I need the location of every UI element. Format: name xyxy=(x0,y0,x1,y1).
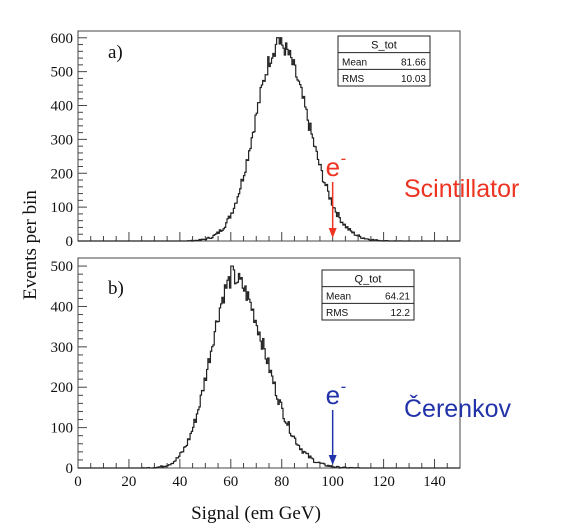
y-tick-label: 300 xyxy=(51,132,74,148)
electron-sup-b: - xyxy=(341,377,347,396)
y-ticks-a: 0 100 200 300 400 500 600 xyxy=(51,31,461,250)
stats-mean-label-b: Mean xyxy=(326,291,351,302)
x-ticks: 0 20 40 60 80 100 120 140 xyxy=(74,459,461,490)
panel-cerenkov: 0 100 200 300 400 500 0 20 40 60 80 100 120 140 b) Q… xyxy=(51,257,511,490)
detector-label-cerenkov: Čerenkov xyxy=(404,394,511,423)
electron-label-b: e xyxy=(326,380,340,410)
y-tick-label: 0 xyxy=(66,461,74,477)
y-tick-label: 100 xyxy=(51,421,74,437)
histogram-cerenkov xyxy=(78,265,460,469)
detector-label-scintillator: Scintillator xyxy=(404,175,519,203)
y-tick-label: 300 xyxy=(51,340,74,356)
stats-rms-value-a: 10.03 xyxy=(401,74,426,85)
x-axis-title: Signal (em GeV) xyxy=(191,503,321,524)
y-tick-label: 400 xyxy=(51,99,74,115)
x-tick-label: 120 xyxy=(372,474,395,490)
stats-box-q-tot: Q_tot Mean 64.21 RMS 12.2 xyxy=(321,269,415,321)
stats-rms-label-b: RMS xyxy=(326,308,349,319)
y-tick-label: 500 xyxy=(51,65,74,81)
stats-rms-label-a: RMS xyxy=(342,74,365,85)
electron-marker-a: e - xyxy=(326,149,347,238)
x-tick-label: 80 xyxy=(274,474,289,490)
histogram-scintillator xyxy=(78,37,460,242)
x-tick-label: 140 xyxy=(423,474,446,490)
y-tick-label: 200 xyxy=(51,166,74,182)
stats-mean-label-a: Mean xyxy=(342,57,367,68)
stats-title-a: S_tot xyxy=(371,40,397,52)
y-tick-label: 0 xyxy=(66,234,74,250)
y-axis-title: Events per bin xyxy=(20,190,41,300)
y-tick-label: 100 xyxy=(51,200,74,216)
x-tick-label: 60 xyxy=(223,474,238,490)
panel-letter-b: b) xyxy=(108,278,124,299)
x-tick-label: 20 xyxy=(121,474,136,490)
stats-rms-value-b: 12.2 xyxy=(391,308,411,319)
y-tick-label: 200 xyxy=(51,380,74,396)
electron-sup-a: - xyxy=(341,149,347,168)
x-tick-label: 100 xyxy=(321,474,344,490)
stats-mean-value-b: 64.21 xyxy=(385,291,410,302)
panel-scintillator: 0 100 200 300 400 500 600 a) S_tot Mean 81.66 … xyxy=(51,30,519,250)
y-ticks-b: 0 100 200 300 400 500 xyxy=(51,259,87,477)
y-tick-label: 600 xyxy=(51,31,74,47)
stats-mean-value-a: 81.66 xyxy=(401,57,426,68)
stats-title-b: Q_tot xyxy=(355,274,382,286)
electron-marker-b: e - xyxy=(326,377,347,465)
stats-box-s-tot: S_tot Mean 81.66 RMS 10.03 xyxy=(337,35,431,87)
panel-letter-a: a) xyxy=(108,42,123,63)
y-tick-label: 400 xyxy=(51,299,74,315)
x-tick-label: 40 xyxy=(172,474,187,490)
y-tick-label: 500 xyxy=(51,259,74,275)
electron-label-a: e xyxy=(326,152,340,182)
x-tick-label: 0 xyxy=(74,474,82,490)
